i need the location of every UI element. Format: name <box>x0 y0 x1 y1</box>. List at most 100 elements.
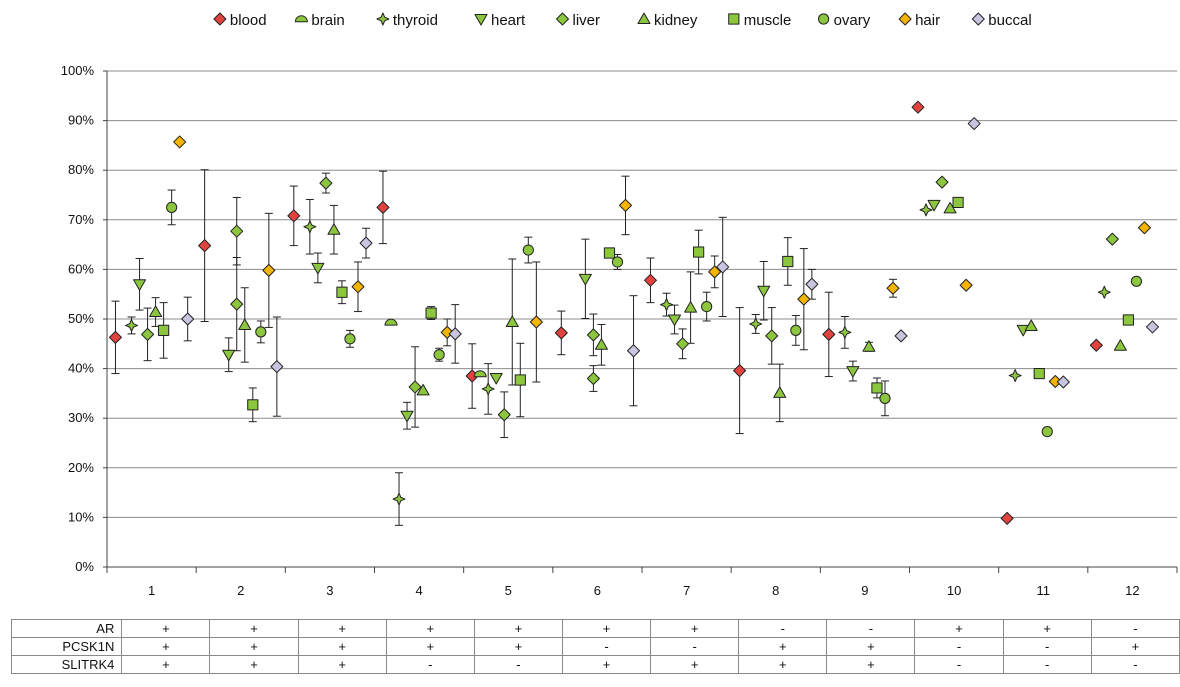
data-point-ovary <box>701 301 713 313</box>
y-tick-label: 20% <box>68 460 94 475</box>
legend: blood brain thyroid heart liver kidney muscle o… <box>213 12 1032 29</box>
gridlines <box>107 70 1177 568</box>
data-point-blood <box>287 209 301 223</box>
marker-table: AR + + + + + + + - - + + - PCSK1N + + + + + - - + + - - + SLITRK4 +… <box>10 619 1180 674</box>
data-point-blood <box>108 330 122 344</box>
x-tick-label: 5 <box>505 583 512 598</box>
x-tick-label: 3 <box>326 583 333 598</box>
data-point-kidney <box>773 386 787 398</box>
data-point-muscle <box>693 246 705 258</box>
table-cell: + <box>385 619 475 638</box>
legend-label: ovary <box>834 12 871 29</box>
row-label: PCSK1N <box>10 637 123 656</box>
data-point-buccal <box>967 117 981 131</box>
data-point-hair <box>959 278 973 292</box>
table-cell: + <box>385 637 475 656</box>
data-point-kidney <box>238 318 252 330</box>
table-cell: - <box>1002 637 1092 656</box>
table-row: SLITRK4 + + + - - + + + + - - - <box>10 655 1180 674</box>
data-point-thyroid <box>125 318 139 332</box>
y-tick-label: 40% <box>68 361 94 376</box>
data-point-thyroid <box>481 382 495 396</box>
data-point-ovary <box>344 333 356 345</box>
data-point-liver <box>230 297 244 311</box>
legend-label: brain <box>311 12 344 29</box>
data-point-thyroid <box>749 317 763 331</box>
x-tick-label: 9 <box>861 583 868 598</box>
y-axis: 0% 10% 20% 30% 40% 50% 60% 70% 80% 90% 100% <box>61 63 108 574</box>
x-tick-label: 11 <box>1037 583 1051 598</box>
data-point-muscle <box>1033 367 1045 380</box>
data-point-brain <box>384 318 398 326</box>
data-point-ovary <box>255 326 267 338</box>
table-cell: - <box>914 637 1004 656</box>
legend-item: thyroid <box>376 12 438 29</box>
data-point-buccal <box>448 327 462 341</box>
table-cell: - <box>561 637 652 656</box>
data-point-kidney <box>149 305 163 318</box>
data-point-hair <box>619 198 633 212</box>
table-cell: + <box>121 655 211 674</box>
data-point-ovary <box>522 244 534 256</box>
table-cell: - <box>1002 655 1092 674</box>
legend-marker-blood <box>213 12 227 26</box>
data-point-muscle <box>1122 314 1134 326</box>
data-point-buccal <box>627 344 641 358</box>
data-point-thyroid <box>392 492 406 506</box>
data-point-ovary <box>1130 275 1143 287</box>
data-point-blood <box>822 327 836 341</box>
legend-item: muscle <box>728 12 791 29</box>
data-point-blood <box>554 326 568 340</box>
data-point-ovary <box>790 324 802 337</box>
data-point-liver <box>676 337 690 351</box>
table-cell: + <box>561 619 652 638</box>
data-point-liver <box>141 327 155 341</box>
data-point-muscle <box>247 399 259 411</box>
data-point-hair <box>440 325 454 339</box>
data-point-blood <box>643 273 657 287</box>
data-point-muscle <box>425 307 437 319</box>
legend-marker-liver <box>556 12 569 26</box>
x-tick-label: 2 <box>237 583 244 598</box>
data-point-thyroid <box>660 298 674 312</box>
x-tick-label: 10 <box>947 583 961 598</box>
legend-label: heart <box>491 12 526 29</box>
data-point-thyroid <box>838 325 852 339</box>
x-tick-label: 4 <box>415 583 422 598</box>
data-point-ovary <box>879 392 891 404</box>
legend-label: liver <box>573 12 601 29</box>
data-point-brain <box>473 370 487 378</box>
legend-marker-hair <box>898 12 912 26</box>
data-point-thyroid <box>1008 369 1022 383</box>
table-cell: + <box>738 655 828 674</box>
y-tick-label: 0% <box>75 559 94 574</box>
data-point-buccal <box>1145 320 1159 334</box>
data-point-liver <box>765 329 779 343</box>
data-point-blood <box>733 364 747 378</box>
data-point-liver <box>935 175 949 189</box>
legend-marker-kidney <box>637 12 651 24</box>
chart: blood brain thyroid heart liver kidney muscle o… <box>61 12 1178 598</box>
data-points <box>108 100 1159 525</box>
legend-label: blood <box>230 12 267 29</box>
data-point-muscle <box>871 382 883 394</box>
legend-label: thyroid <box>393 12 438 29</box>
data-point-hair <box>708 265 722 279</box>
table-cell: + <box>121 637 211 656</box>
data-point-liver <box>408 380 422 394</box>
data-point-liver <box>230 224 244 238</box>
data-point-liver <box>497 408 511 422</box>
table-cell: + <box>473 637 563 656</box>
data-point-heart <box>133 279 147 291</box>
data-point-liver <box>586 328 600 342</box>
data-point-hair <box>262 263 276 277</box>
y-tick-label: 30% <box>68 410 94 425</box>
data-point-blood <box>911 100 925 114</box>
table-cell: + <box>826 655 916 674</box>
x-tick-label: 12 <box>1125 583 1139 598</box>
table-cell: - <box>826 619 916 638</box>
table-cell: - <box>650 637 740 656</box>
table-cell: + <box>209 655 299 674</box>
data-point-kidney <box>1024 319 1038 331</box>
data-point-heart <box>489 373 503 385</box>
